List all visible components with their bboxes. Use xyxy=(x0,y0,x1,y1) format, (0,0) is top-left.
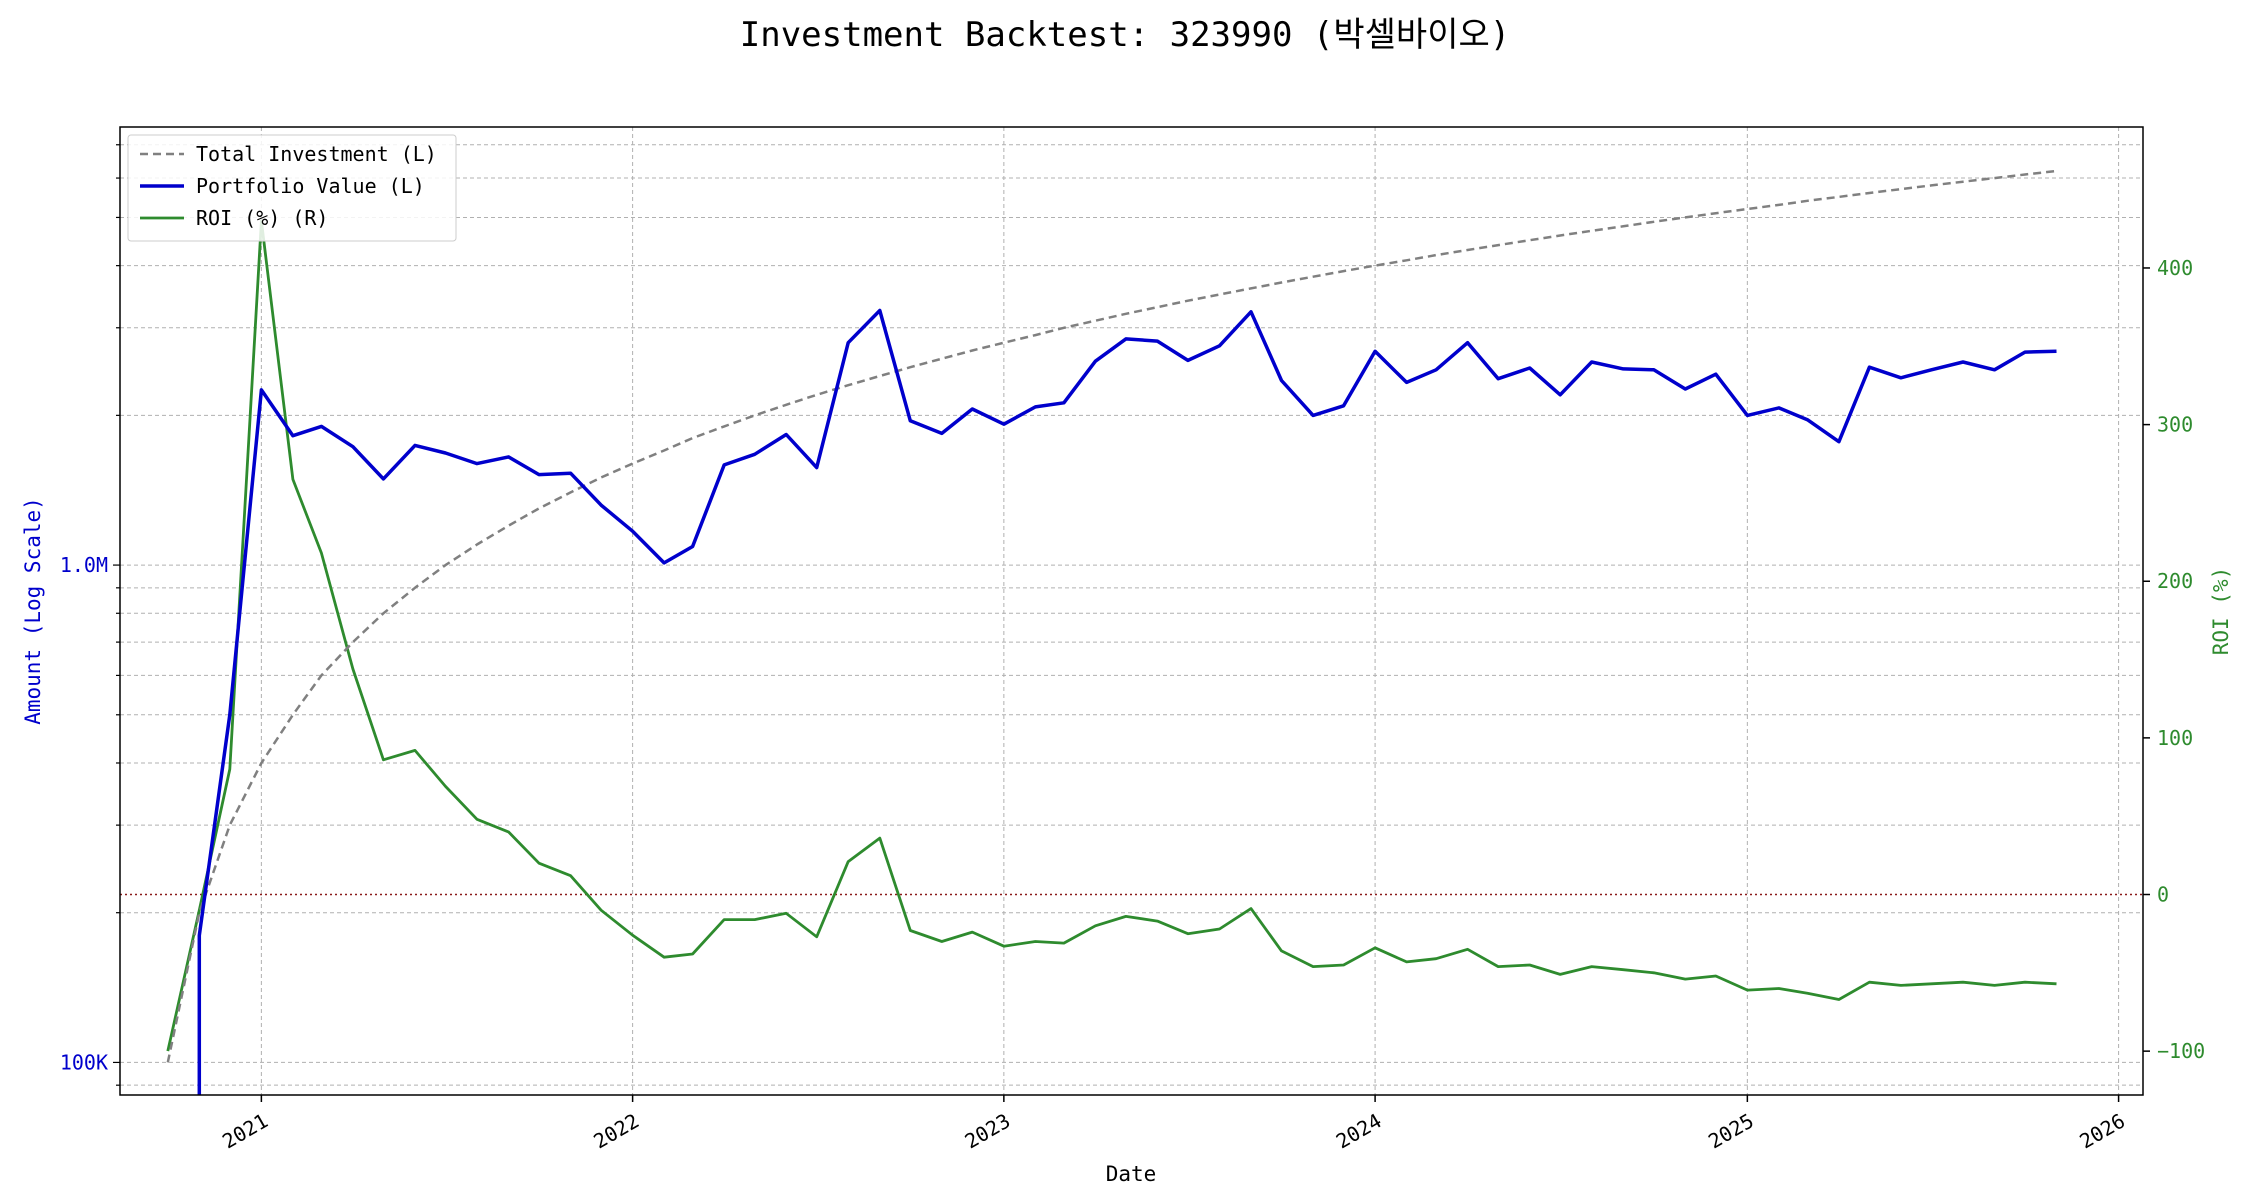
right-tick-label: 200 xyxy=(2157,569,2193,593)
legend-label: ROI (%) (R) xyxy=(196,206,328,230)
left-axis: 100K 1.0M xyxy=(60,144,120,1086)
right-tick-label: 300 xyxy=(2157,413,2193,437)
right-tick-label: 400 xyxy=(2157,256,2193,280)
grid-lines xyxy=(120,127,2143,1095)
plot-frame xyxy=(119,126,2144,1096)
right-tick-label: 100 xyxy=(2157,726,2193,750)
series-total-investment-l-line xyxy=(166,169,2057,1063)
x-axis-label: Date xyxy=(1106,1162,1157,1186)
left-axis-label: Amount (Log Scale) xyxy=(21,497,45,725)
series-portfolio-value-l-line xyxy=(197,308,2057,1095)
right-axis: −100 0 100 200 300 400 xyxy=(2143,256,2205,1063)
legend-box xyxy=(127,134,457,242)
x-tick-label: 2025 xyxy=(1704,1109,1758,1154)
legend-label: Total Investment (L) xyxy=(196,142,437,166)
x-tick-label: 2023 xyxy=(961,1109,1015,1154)
x-tick-label: 2026 xyxy=(2075,1109,2129,1154)
series-layer xyxy=(120,169,2143,1095)
x-axis: 2021 2022 2023 2024 2025 2026 xyxy=(218,1095,2129,1153)
x-tick-label: 2022 xyxy=(589,1109,643,1154)
chart-title: Investment Backtest: 323990 (박셀바이오) xyxy=(740,15,1511,55)
left-tick-label: 1.0M xyxy=(60,553,108,577)
left-tick-label: 100K xyxy=(60,1050,108,1074)
right-tick-label: −100 xyxy=(2157,1039,2205,1063)
x-tick-label: 2021 xyxy=(218,1109,272,1154)
right-tick-label: 0 xyxy=(2157,883,2169,907)
x-tick-label: 2024 xyxy=(1332,1109,1386,1154)
legend-label: Portfolio Value (L) xyxy=(196,174,425,198)
right-axis-label: ROI (%) xyxy=(2209,567,2233,656)
series-roi-r-line xyxy=(166,219,2057,1052)
legend: Total Investment (L) Portfolio Value (L) R… xyxy=(127,134,457,242)
